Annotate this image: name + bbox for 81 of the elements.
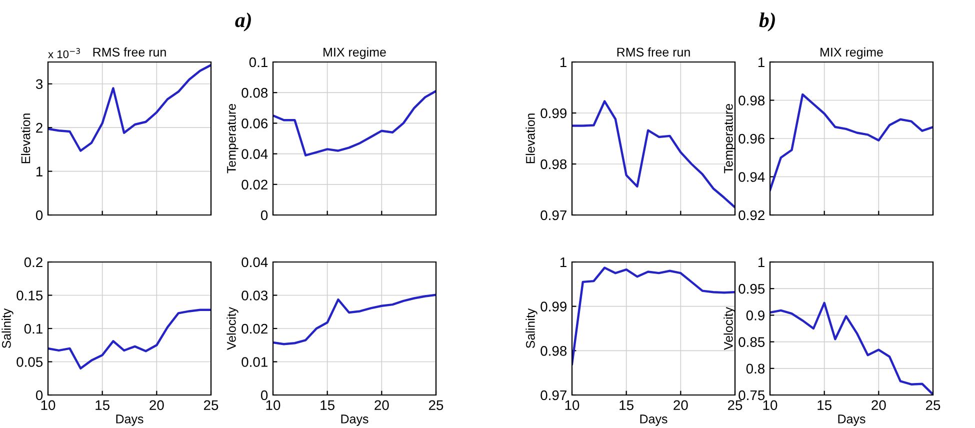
y-tick-label: 0.04 bbox=[242, 149, 268, 159]
y-tick-label: 0.96 bbox=[738, 134, 765, 144]
y-tick-label: 0.04 bbox=[242, 257, 268, 268]
line-series bbox=[572, 100, 735, 208]
x-axis-title: Days bbox=[116, 414, 144, 426]
y-tick-label: 1 bbox=[560, 257, 566, 268]
line-series bbox=[572, 266, 735, 366]
y-tick-label: 0.98 bbox=[738, 96, 765, 106]
y-tick-label: 0 bbox=[260, 210, 268, 220]
line-series bbox=[48, 308, 211, 370]
x-tick-label: 25 bbox=[428, 400, 444, 410]
x-tick-label: 10 bbox=[763, 400, 778, 410]
y-tick-label: 3 bbox=[36, 79, 43, 90]
chart-title: MIX regime bbox=[324, 47, 386, 60]
y-tick-label: 1 bbox=[560, 57, 566, 68]
y-axis-title: Elevation bbox=[20, 114, 30, 164]
y-tick-label: 0.08 bbox=[242, 88, 268, 98]
y-axis-title: Temperature bbox=[724, 104, 736, 174]
y-axis-title: Temperature bbox=[227, 104, 238, 174]
y-axis-title: Velocity bbox=[226, 306, 238, 350]
y-tick-label: 0 bbox=[36, 210, 43, 220]
x-tick-label: 20 bbox=[374, 400, 389, 410]
y-tick-label: 0.1 bbox=[249, 57, 268, 68]
y-tick-label: 0.1 bbox=[24, 324, 42, 334]
chart-title: RMS free run bbox=[617, 47, 690, 57]
y-tick-label: 0 bbox=[260, 390, 268, 400]
y-axis-title: Salinity bbox=[2, 308, 14, 348]
x-tick-label: 20 bbox=[150, 400, 164, 410]
x-tick-label: 15 bbox=[620, 400, 634, 410]
y-tick-label: 0.94 bbox=[738, 172, 765, 182]
x-axis-title: Days bbox=[341, 414, 368, 426]
x-tick-label: 15 bbox=[818, 400, 832, 410]
line-series bbox=[273, 294, 436, 346]
x-tick-label: 25 bbox=[926, 400, 940, 410]
y-tick-label: 0.01 bbox=[242, 357, 268, 367]
x-tick-label: 25 bbox=[204, 400, 218, 410]
y-tick-label: 0.85 bbox=[738, 337, 765, 347]
x-tick-label: 10 bbox=[266, 400, 280, 410]
y-tick-label: 0.02 bbox=[242, 324, 268, 334]
y-tick-label: 1 bbox=[758, 57, 764, 68]
y-tick-label: 0.75 bbox=[738, 390, 765, 400]
x-tick-label: 15 bbox=[96, 400, 110, 410]
text: x 10$^{−3}$ bbox=[48, 48, 80, 58]
y-tick-label: 0.97 bbox=[540, 210, 566, 220]
y-tick-label: 0.97 bbox=[540, 390, 566, 400]
y-axis-title: Elevation bbox=[526, 114, 535, 164]
y-tick-label: 0.03 bbox=[242, 290, 268, 300]
y-tick-label: 0.98 bbox=[540, 159, 567, 170]
text: a) bbox=[235, 12, 251, 32]
y-tick-label: 1 bbox=[36, 166, 42, 176]
y-tick-label: 0.99 bbox=[540, 302, 566, 312]
y-tick-label: 0.9 bbox=[746, 310, 764, 320]
text: b) bbox=[759, 12, 775, 32]
x-tick-label: 10 bbox=[41, 400, 56, 410]
y-tick-label: 2 bbox=[36, 122, 42, 133]
y-tick-label: 0.2 bbox=[24, 257, 42, 268]
y-tick-label: 0.06 bbox=[242, 118, 268, 128]
y-axis-title: Velocity bbox=[724, 306, 736, 350]
y-tick-label: 1 bbox=[758, 257, 764, 268]
y-tick-label: 0.92 bbox=[738, 210, 764, 220]
chart-title: MIX regime bbox=[820, 47, 883, 60]
line-series bbox=[273, 90, 436, 156]
y-tick-label: 0.8 bbox=[746, 364, 765, 374]
y-tick-label: 0.98 bbox=[540, 346, 567, 356]
x-axis-title: Days bbox=[838, 414, 866, 426]
y-axis-title: Salinity bbox=[526, 308, 538, 348]
x-tick-label: 20 bbox=[872, 400, 886, 410]
x-axis-title: Days bbox=[640, 414, 668, 426]
x-tick-label: 10 bbox=[565, 400, 580, 410]
y-tick-label: 0.05 bbox=[16, 357, 43, 367]
line-series bbox=[770, 93, 933, 192]
y-tick-label: 0 bbox=[36, 390, 43, 400]
y-tick-label: 0.15 bbox=[16, 290, 43, 300]
y-tick-label: 0.02 bbox=[242, 180, 268, 190]
chart-title: RMS free run bbox=[93, 47, 166, 57]
x-tick-label: 20 bbox=[674, 400, 688, 410]
x-tick-label: 25 bbox=[728, 400, 742, 410]
y-tick-label: 0.95 bbox=[738, 284, 765, 294]
y-tick-label: 0.99 bbox=[540, 108, 566, 118]
line-series bbox=[48, 64, 211, 152]
x-tick-label: 15 bbox=[320, 400, 334, 410]
